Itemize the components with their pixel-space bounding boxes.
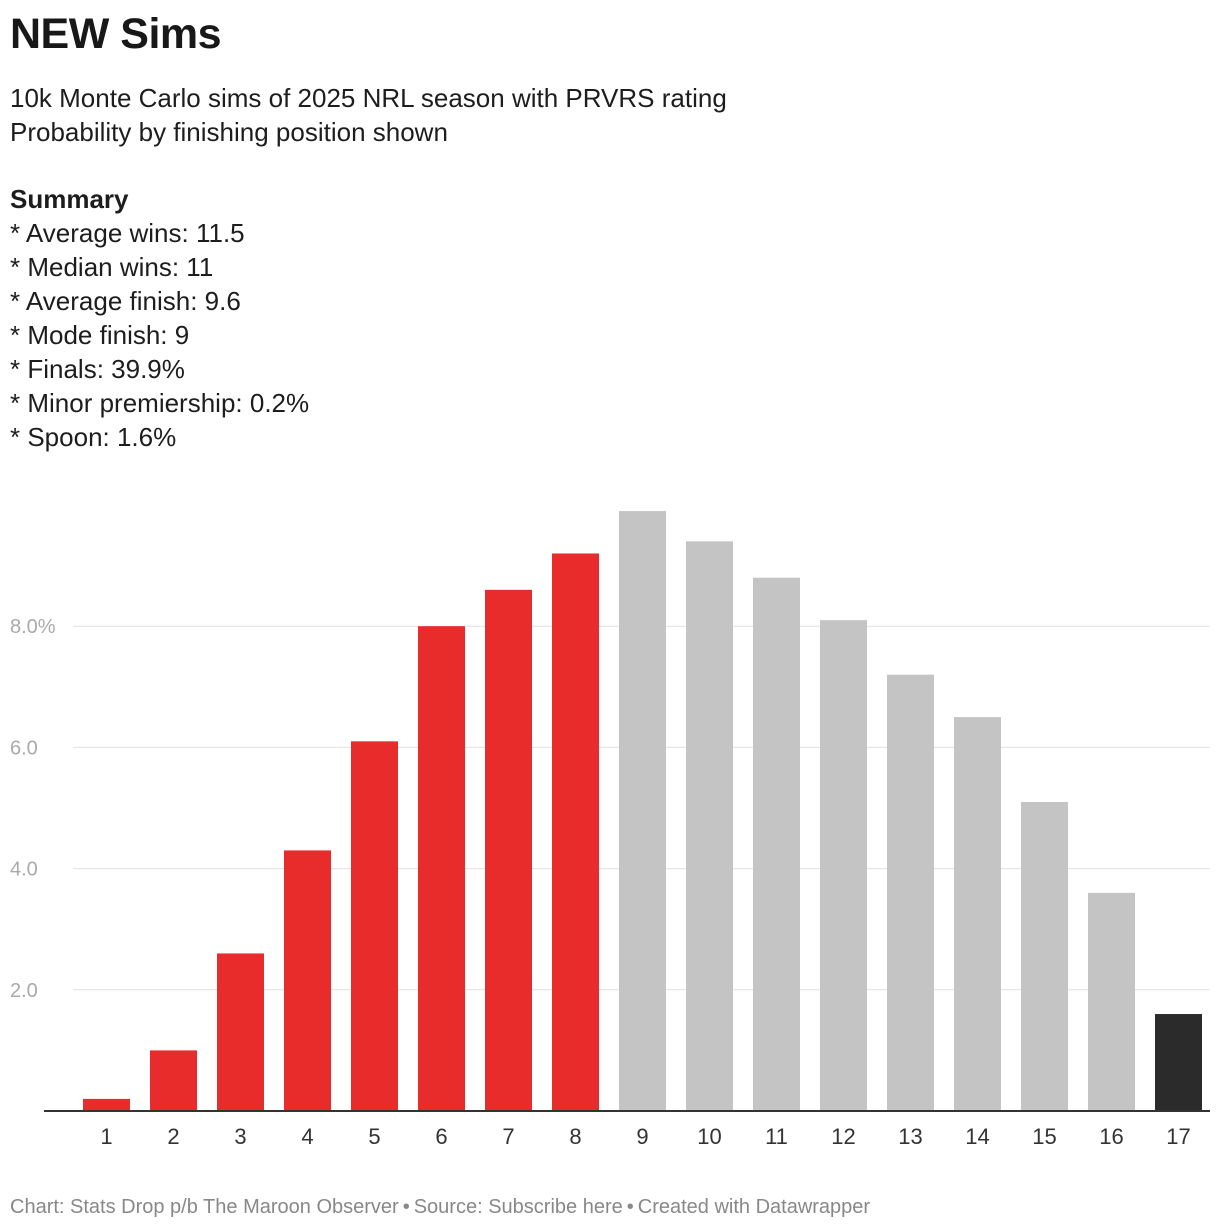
y-tick-label: 2.0 <box>10 980 38 1002</box>
x-tick-label: 13 <box>898 1124 922 1149</box>
bar-position-12[interactable] <box>820 620 867 1111</box>
footer-chart-credit: Chart: Stats Drop p/b The Maroon Observe… <box>10 1196 399 1218</box>
footer-separator: • <box>626 1196 634 1218</box>
summary-heading: Summary <box>10 184 129 214</box>
x-tick-label: 15 <box>1032 1124 1056 1149</box>
chart-subtitle: 10k Monte Carlo sims of 2025 NRL season … <box>10 83 727 147</box>
bar-position-5[interactable] <box>351 741 398 1111</box>
x-tick-label: 3 <box>234 1124 246 1149</box>
summary-average-wins: * Average wins: 11.5 <box>10 218 245 248</box>
bar-position-11[interactable] <box>753 577 800 1111</box>
bar-position-2[interactable] <box>150 1050 197 1111</box>
bar-position-4[interactable] <box>284 850 331 1111</box>
y-tick-label: 8.0% <box>10 616 56 638</box>
bar-position-1[interactable] <box>83 1098 130 1111</box>
bars <box>83 511 1202 1111</box>
bar-position-10[interactable] <box>686 541 733 1111</box>
y-tick-label: 4.0 <box>10 859 38 881</box>
bar-position-8[interactable] <box>552 553 599 1111</box>
x-tick-label: 4 <box>301 1124 313 1149</box>
x-tick-label: 2 <box>167 1124 179 1149</box>
bar-position-6[interactable] <box>418 626 465 1111</box>
summary-minor-premiership: * Minor premiership: 0.2% <box>10 388 310 418</box>
bar-position-14[interactable] <box>954 717 1001 1111</box>
x-axis-labels: 1 2 3 4 5 6 7 8 9 10 11 12 13 14 15 16 17 <box>100 1124 1190 1149</box>
summary-block: Summary * Average wins: 11.5 * Median wi… <box>10 182 309 454</box>
bar-position-17[interactable] <box>1155 1014 1202 1111</box>
y-tick-label: 6.0 <box>10 737 38 759</box>
x-tick-label: 7 <box>502 1124 514 1149</box>
x-tick-label: 12 <box>831 1124 855 1149</box>
x-tick-label: 6 <box>435 1124 447 1149</box>
bar-position-9[interactable] <box>619 511 666 1111</box>
bar-position-13[interactable] <box>887 674 934 1111</box>
bar-position-16[interactable] <box>1088 892 1135 1111</box>
x-tick-label: 9 <box>636 1124 648 1149</box>
summary-mode-finish: * Mode finish: 9 <box>10 320 190 350</box>
footer-separator: • <box>402 1196 410 1218</box>
x-tick-label: 5 <box>368 1124 380 1149</box>
x-tick-label: 8 <box>569 1124 581 1149</box>
footer-datawrapper-link[interactable]: Created with Datawrapper <box>637 1196 871 1218</box>
bar-position-15[interactable] <box>1021 801 1068 1111</box>
x-tick-label: 17 <box>1166 1124 1190 1149</box>
x-tick-label: 16 <box>1099 1124 1123 1149</box>
x-tick-label: 14 <box>965 1124 989 1149</box>
footer-source-link[interactable]: Source: Subscribe here <box>413 1196 623 1218</box>
summary-median-wins: * Median wins: 11 <box>10 252 214 282</box>
bar-position-3[interactable] <box>217 953 264 1111</box>
chart-footer: Chart: Stats Drop p/b The Maroon Observe… <box>10 1196 870 1219</box>
x-tick-label: 11 <box>765 1124 788 1149</box>
bar-position-7[interactable] <box>485 589 532 1111</box>
summary-spoon: * Spoon: 1.6% <box>10 422 177 452</box>
x-tick-label: 10 <box>697 1124 721 1149</box>
summary-finals: * Finals: 39.9% <box>10 354 185 384</box>
summary-average-finish: * Average finish: 9.6 <box>10 286 241 316</box>
x-tick-label: 1 <box>100 1124 112 1149</box>
chart-title: NEW Sims <box>10 10 222 58</box>
